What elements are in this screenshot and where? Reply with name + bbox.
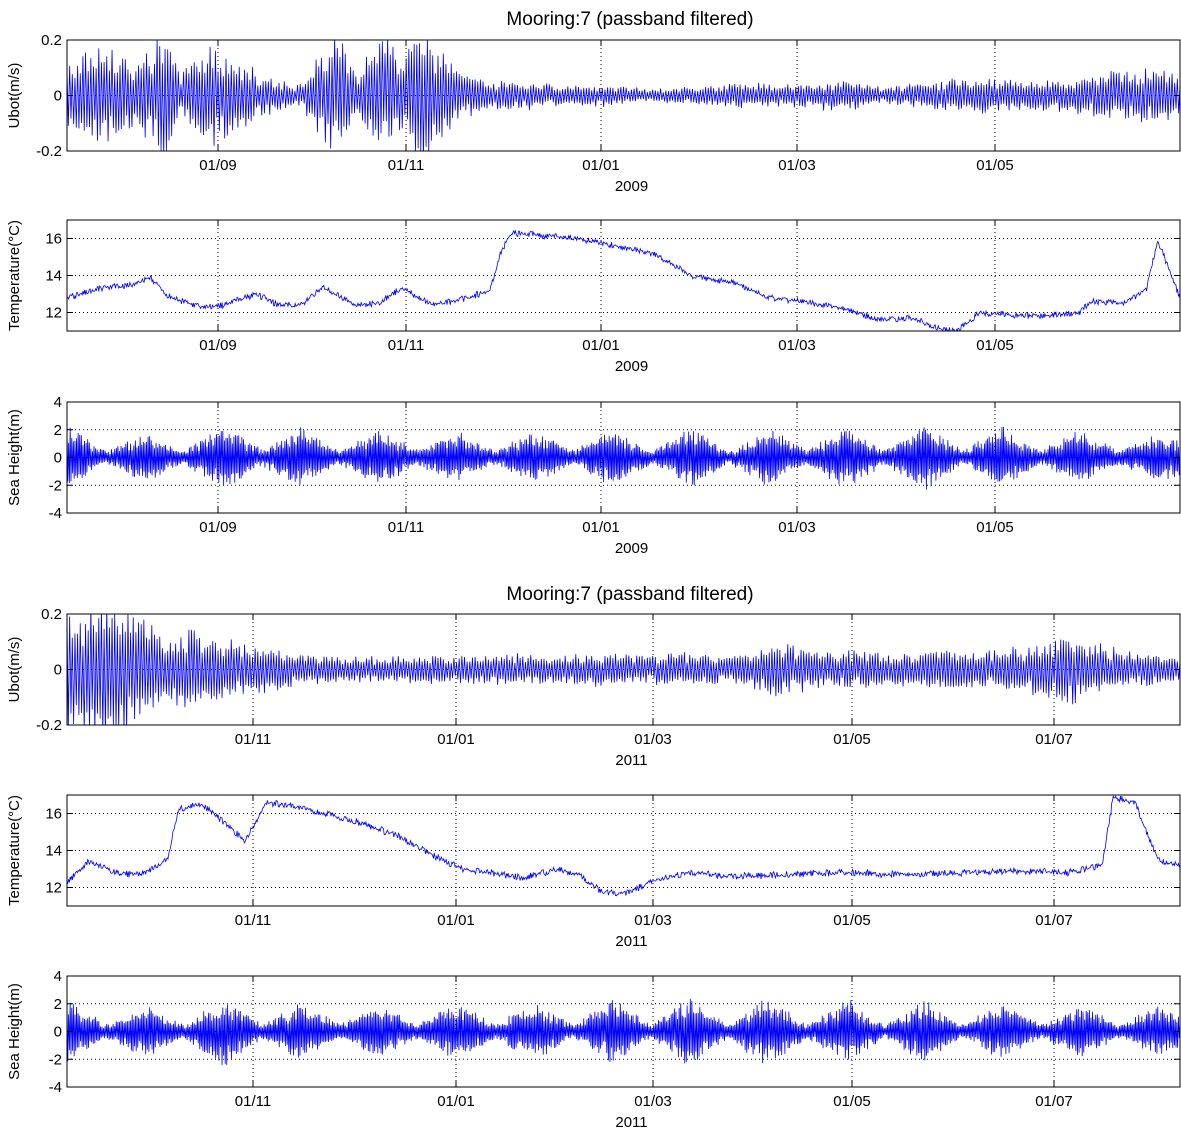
x-tick-label: 01/03 bbox=[634, 731, 672, 748]
y-tick-label: 0 bbox=[54, 1024, 62, 1041]
series-line bbox=[67, 40, 1180, 151]
y-tick-label: 16 bbox=[45, 806, 62, 823]
x-tick-label: 01/09 bbox=[199, 337, 237, 354]
x-tick-label: 01/11 bbox=[235, 731, 271, 748]
x-tick-label: 01/11 bbox=[388, 157, 424, 174]
x-tick-label: 01/01 bbox=[437, 731, 475, 748]
x-tick-label: 01/01 bbox=[437, 912, 475, 929]
x-tick-label: 01/11 bbox=[235, 1093, 271, 1110]
y-tick-label: 14 bbox=[45, 268, 62, 285]
y-tick-label: 0 bbox=[54, 450, 62, 467]
y-tick-label: 14 bbox=[45, 843, 62, 860]
x-tick-label: 01/03 bbox=[778, 337, 816, 354]
x-tick-label: 01/01 bbox=[582, 337, 620, 354]
x-tick-label: 01/01 bbox=[582, 157, 620, 174]
y-tick-label: 0 bbox=[54, 88, 62, 105]
x-tick-label: 01/03 bbox=[634, 1093, 672, 1110]
y-tick-label: 0.2 bbox=[41, 32, 62, 49]
x-tick-label: 01/01 bbox=[437, 1093, 475, 1110]
x-tick-label: 01/03 bbox=[778, 519, 816, 536]
x-tick-label: 01/09 bbox=[199, 519, 237, 536]
y-tick-label: -0.2 bbox=[36, 143, 62, 160]
x-axis-label: 2009 bbox=[615, 178, 648, 195]
y-tick-label: -2 bbox=[49, 477, 62, 494]
series-line bbox=[67, 229, 1180, 331]
panel-3: -4 -2 0 2 4 01/09 01/11 01/01 01/03 01/05 2009 Sea … bbox=[6, 394, 1181, 557]
y-tick-label: 12 bbox=[45, 305, 62, 322]
panel-6: -4 -2 0 2 4 01/11 01/01 01/03 01/05 01/07 2011 Sea … bbox=[6, 968, 1181, 1130]
y-tick-label: 0 bbox=[54, 662, 62, 679]
x-axis-label: 2011 bbox=[615, 752, 647, 769]
series-line bbox=[67, 614, 1180, 725]
x-axis-label: 2011 bbox=[615, 1114, 647, 1130]
y-tick-label: -0.2 bbox=[36, 717, 62, 734]
x-tick-label: 01/05 bbox=[833, 731, 871, 748]
y-tick-label: 12 bbox=[45, 880, 62, 897]
x-tick-label: 01/11 bbox=[388, 519, 424, 536]
x-tick-label: 01/05 bbox=[976, 157, 1014, 174]
x-tick-label: 01/07 bbox=[1035, 1093, 1073, 1110]
panel-4: -0.2 0 0.2 01/11 01/01 01/03 01/05 01/07 2011 Ubo… bbox=[6, 606, 1181, 769]
y-tick-label: 16 bbox=[45, 231, 62, 248]
y-tick-label: -4 bbox=[49, 505, 62, 522]
figure-title-bottom: Mooring:7 (passband filtered) bbox=[506, 584, 753, 605]
x-tick-label: 01/05 bbox=[976, 337, 1014, 354]
y-axis-label: Sea Height(m) bbox=[6, 983, 23, 1080]
panel-1: -0.2 0 0.2 01/09 01/11 01/01 01/03 01/05 2009 Ubo… bbox=[6, 32, 1181, 195]
x-tick-label: 01/05 bbox=[976, 519, 1014, 536]
x-tick-label: 01/05 bbox=[833, 912, 871, 929]
x-tick-label: 01/03 bbox=[778, 157, 816, 174]
x-tick-label: 01/09 bbox=[199, 157, 237, 174]
y-tick-label: -2 bbox=[49, 1051, 62, 1068]
x-tick-label: 01/07 bbox=[1035, 731, 1073, 748]
y-axis-label: Temperature(°C) bbox=[6, 795, 23, 906]
series-line bbox=[67, 426, 1180, 490]
y-tick-label: 4 bbox=[54, 968, 62, 985]
x-axis-label: 2009 bbox=[615, 540, 648, 557]
x-axis-label: 2011 bbox=[615, 933, 647, 950]
x-tick-label: 01/01 bbox=[582, 519, 620, 536]
x-tick-label: 01/05 bbox=[833, 1093, 871, 1110]
x-tick-label: 01/11 bbox=[235, 912, 271, 929]
y-axis-label: Sea Height(m) bbox=[6, 409, 23, 506]
x-tick-label: 01/03 bbox=[634, 912, 672, 929]
figure-title-top: Mooring:7 (passband filtered) bbox=[506, 9, 753, 30]
panel-5: 12 14 16 01/11 01/01 01/03 01/05 01/07 2011 Tempe… bbox=[6, 794, 1181, 950]
x-tick-label: 01/11 bbox=[388, 337, 424, 354]
y-tick-label: 4 bbox=[54, 394, 62, 411]
y-tick-label: 2 bbox=[54, 422, 62, 439]
x-tick-label: 01/07 bbox=[1035, 912, 1073, 929]
y-tick-label: -4 bbox=[49, 1079, 62, 1096]
panels: -0.2 0 0.2 01/09 01/11 01/01 01/03 01/05 2009 Ubo… bbox=[6, 32, 1181, 1130]
y-tick-label: 2 bbox=[54, 996, 62, 1013]
y-tick-label: 0.2 bbox=[41, 606, 62, 623]
panel-2: 12 14 16 01/09 01/11 01/01 01/03 01/05 2009 Tempe… bbox=[6, 219, 1181, 375]
y-axis-label: Ubot(m/s) bbox=[6, 63, 23, 129]
y-axis-label: Temperature(°C) bbox=[6, 220, 23, 331]
series-line bbox=[67, 795, 1180, 897]
y-axis-label: Ubot(m/s) bbox=[6, 637, 23, 703]
series-line bbox=[67, 998, 1180, 1066]
x-axis-label: 2009 bbox=[615, 358, 648, 375]
